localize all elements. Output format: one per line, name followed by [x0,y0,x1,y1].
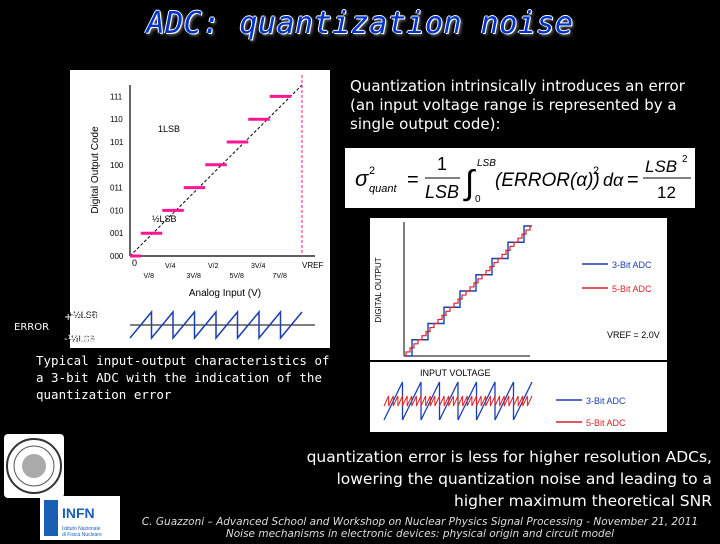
code-label: 100 [110,161,124,170]
five-bit-staircase [404,225,532,357]
quantization-noise-formula: σ 2 quant = 1 LSB ∫ LSB 0 (ERROR(α)) 2 d… [345,148,695,208]
svg-text:=: = [627,169,639,191]
ideal-transfer-line [129,84,303,257]
code-label: 111 [110,92,123,101]
rg-xlabel: INPUT VOLTAGE [420,368,491,378]
svg-text:INFN: INFN [62,505,95,521]
x-fraction-label: V/8 [144,273,155,280]
x-fraction-labels: V/8 V/4 3V/8 V/2 5V/8 3V/4 7V/8 [144,263,288,280]
svg-text:LSB: LSB [477,158,496,169]
resolution-comparison-graph: DIGITAL OUTPUT 3-Bit ADC 5-Bit ADC VREF … [370,218,667,360]
vref-label: VREF [302,261,323,270]
lsb-label: 1LSB [158,124,180,134]
infn-logo: INFN Istituto Nazionale di Fisica Nuclea… [40,496,120,540]
x-fraction-label: 3V/4 [251,263,266,270]
adc-transfer-graph: 000 001 010 011 100 101 110 111 Digital Output … [20,70,330,348]
error-plus-side: +½LSB [64,312,101,323]
error-side-label: ERROR [14,322,50,333]
svg-text:2: 2 [682,154,688,165]
footer-line-2: Noise mechanisms in electronic devices: … [225,528,615,540]
svg-text:(ERROR(α)): (ERROR(α)) [495,170,600,191]
svg-text:LSB: LSB [425,182,459,202]
resolution-chart: DIGITAL OUTPUT 3-Bit ADC 5-Bit ADC VREF … [374,222,660,357]
figure-caption: Typical input-output characteristics of … [36,353,330,402]
vref-text: VREF = 2.0V [607,330,660,340]
svg-text:2: 2 [593,165,599,177]
footer-line-1: C. Guazzoni – Advanced School and Worksh… [141,516,699,528]
svg-text:dα: dα [603,170,624,190]
transfer-chart: 000 001 010 011 100 101 110 111 Digital Output … [20,75,323,344]
x-fraction-label: 3V/8 [187,273,202,280]
quantization-steps [130,94,292,258]
university-seal-logo [4,434,64,498]
code-label: 101 [110,138,124,147]
error-minus-label: -½LSB [70,334,96,344]
left-ylabel: Digital Output Code [90,126,101,214]
svg-text:di Fisica Nucleare: di Fisica Nucleare [62,532,102,538]
code-label: 001 [110,229,124,238]
svg-text:σ: σ [355,166,369,191]
rg-ylabel: DIGITAL OUTPUT [374,257,383,322]
wave-legend-5bit: 5-Bit ADC [586,418,626,428]
svg-text:LSB: LSB [645,157,677,176]
x-fraction-label: V/4 [165,263,176,270]
svg-text:2: 2 [369,165,375,177]
svg-text:Istituto Nazionale: Istituto Nazionale [62,526,101,532]
left-xlabel: Analog Input (V) [189,288,261,299]
x-fraction-label: 7V/8 [273,273,288,280]
intro-text: Quantization intrinsically introduces an… [350,77,685,133]
error-wave-chart: INPUT VOLTAGE 3-Bit ADC 5-Bit ADC [383,368,626,428]
error-minus-side: -½LSB [64,334,97,345]
error-sawtooth [129,309,303,341]
code-label: 010 [110,206,124,215]
error-plus-label: +½LSB [70,310,98,320]
slide-title: ADC: quantization noise [146,6,574,41]
code-label: 110 [110,115,123,124]
legend-3bit: 3-Bit ADC [612,260,652,270]
x-fraction-label: 5V/8 [230,273,245,280]
code-labels: 000 001 010 011 100 101 110 111 [110,92,124,261]
code-label: 000 [110,252,124,261]
svg-text:1: 1 [437,154,447,174]
zero-label: 0 [132,258,137,268]
svg-text:=: = [407,169,419,191]
svg-text:12: 12 [657,183,676,202]
half-lsb-label: ½LSB [152,214,177,224]
quantization-error-waves: INPUT VOLTAGE 3-Bit ADC 5-Bit ADC [370,362,667,432]
five-bit-error-wave [383,395,533,407]
wave-legend-3bit: 3-Bit ADC [586,396,626,406]
x-fraction-label: V/2 [208,263,219,270]
svg-text:0: 0 [475,194,481,205]
legend-5bit: 5-Bit ADC [612,284,652,294]
svg-text:quant: quant [369,183,397,195]
conclusion-text: quantization error is less for higher re… [306,448,712,510]
code-label: 011 [110,184,123,193]
svg-text:∫: ∫ [463,164,476,202]
footer: C. Guazzoni – Advanced School and Worksh… [120,516,720,540]
